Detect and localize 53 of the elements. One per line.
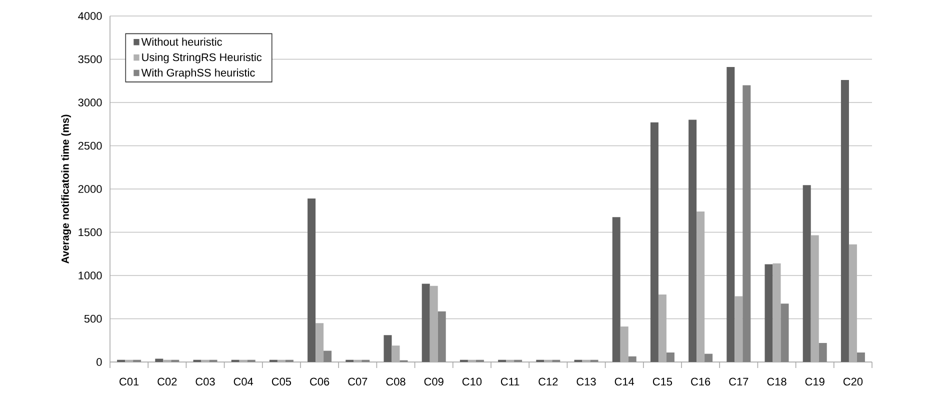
y-tick-label: 3000 (78, 98, 102, 106)
x-tick-label: C09 (424, 378, 444, 386)
x-tick-label: C10 (462, 378, 482, 386)
bar (628, 356, 636, 362)
bar (742, 85, 751, 362)
bar (308, 198, 316, 362)
x-tick-label: C18 (767, 378, 786, 386)
x-tick-label: C08 (386, 378, 406, 386)
bar (780, 304, 789, 362)
legend-label: Without heuristic (141, 38, 222, 46)
legend-label: Using StringRS Heuristic (142, 53, 262, 64)
x-tick-label: C11 (500, 378, 520, 386)
bar (384, 335, 392, 362)
x-tick-label: C15 (652, 378, 672, 386)
bar (856, 352, 865, 362)
y-tick-label: 2000 (78, 185, 102, 193)
x-tick-label: C14 (614, 378, 634, 386)
x-tick-label: C12 (538, 378, 558, 386)
x-tick-label: C16 (691, 378, 710, 386)
bar (650, 122, 658, 362)
x-tick-label: C01 (120, 378, 139, 386)
x-tick-label: C05 (272, 378, 292, 386)
x-tick-label: C03 (196, 378, 215, 386)
bar (666, 352, 674, 362)
x-tick-label: C02 (158, 378, 177, 386)
bar (612, 217, 620, 362)
y-axis-title: Average notificatoin time (ms) (61, 114, 72, 264)
x-tick-label: C04 (234, 378, 254, 386)
x-tick-label: C06 (310, 378, 330, 386)
y-tick-label: 4000 (78, 12, 102, 20)
bar (324, 350, 332, 362)
y-tick-label: 0 (96, 358, 102, 366)
y-tick-label: 3500 (78, 55, 102, 64)
x-tick-label: C13 (576, 378, 596, 386)
y-tick-label: 1000 (78, 272, 102, 280)
bar (688, 120, 697, 362)
bar (155, 358, 164, 362)
bar (764, 264, 773, 362)
bar (840, 80, 849, 362)
bar (438, 311, 446, 362)
bar (704, 354, 713, 362)
x-tick-label: C20 (843, 378, 863, 386)
x-tick-label: C17 (729, 378, 748, 386)
x-tick-label: C19 (805, 378, 824, 386)
bar (422, 284, 430, 362)
bar (802, 185, 811, 362)
bar (726, 67, 735, 362)
y-tick-label: 500 (84, 314, 102, 323)
y-tick-label: 2500 (78, 142, 102, 150)
x-tick-label: C07 (348, 378, 368, 386)
legend-label: With GraphSS heuristic (141, 68, 255, 79)
bar (818, 342, 827, 362)
y-tick-label: 1500 (78, 228, 102, 236)
